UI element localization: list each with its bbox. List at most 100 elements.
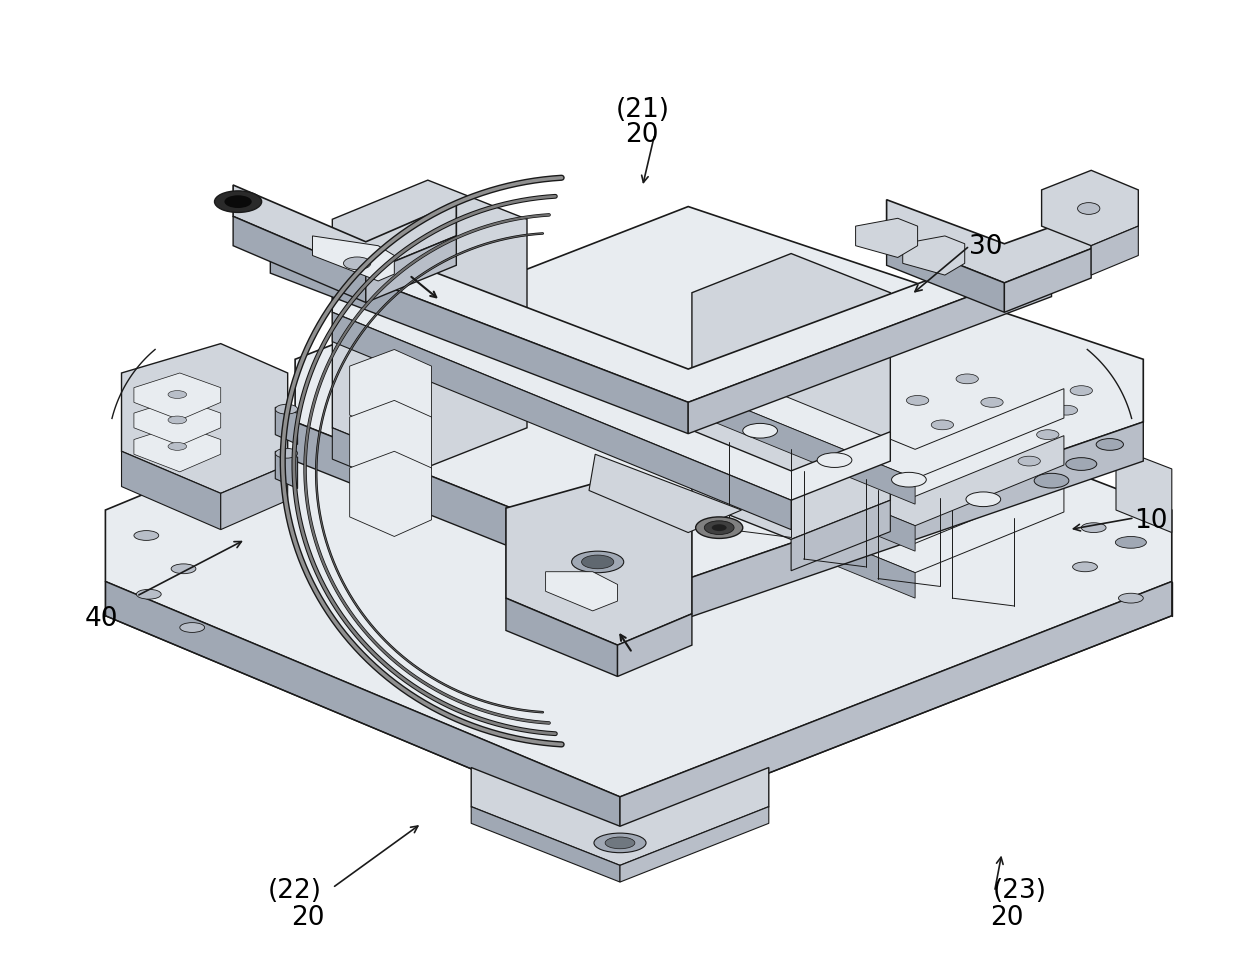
Polygon shape [506,599,618,677]
Ellipse shape [1078,203,1100,215]
Ellipse shape [605,837,635,849]
Ellipse shape [882,443,904,453]
Polygon shape [134,374,221,421]
Polygon shape [887,237,1004,313]
Polygon shape [692,254,890,540]
Ellipse shape [275,449,298,459]
Polygon shape [589,455,742,533]
Text: 20: 20 [625,122,660,148]
Polygon shape [275,452,298,489]
Polygon shape [620,582,1172,831]
Ellipse shape [1070,386,1092,396]
Polygon shape [471,768,769,866]
Ellipse shape [906,396,929,406]
Ellipse shape [171,564,196,574]
Polygon shape [688,266,1052,434]
Polygon shape [688,422,1143,618]
Ellipse shape [817,454,852,468]
Ellipse shape [832,465,854,474]
Text: (23): (23) [992,877,1047,903]
Ellipse shape [956,375,978,384]
Ellipse shape [704,521,734,535]
Polygon shape [506,477,692,645]
Polygon shape [350,401,432,486]
Polygon shape [366,237,456,303]
Polygon shape [221,466,288,530]
Ellipse shape [981,398,1003,408]
Polygon shape [704,411,1064,526]
Text: 30: 30 [968,234,1003,259]
Ellipse shape [134,531,159,541]
Polygon shape [105,582,620,831]
Polygon shape [295,207,1143,579]
Polygon shape [704,487,915,599]
Polygon shape [887,200,1091,284]
Polygon shape [295,422,688,618]
Polygon shape [1004,249,1091,313]
Ellipse shape [857,418,879,427]
Polygon shape [546,572,618,611]
Ellipse shape [1116,537,1147,549]
Ellipse shape [1018,457,1040,467]
Ellipse shape [594,833,646,853]
Ellipse shape [343,258,371,271]
Polygon shape [856,219,918,258]
Ellipse shape [1081,523,1106,533]
Ellipse shape [224,196,252,209]
Ellipse shape [275,405,298,415]
Ellipse shape [167,391,186,399]
Polygon shape [791,501,890,571]
Polygon shape [1042,171,1138,246]
Polygon shape [618,614,692,677]
Polygon shape [270,243,688,434]
Ellipse shape [931,421,954,430]
Polygon shape [332,313,791,530]
Ellipse shape [167,443,186,451]
Ellipse shape [743,424,777,438]
Polygon shape [704,458,1064,573]
Polygon shape [134,399,221,446]
Text: 20: 20 [290,905,325,930]
Polygon shape [122,452,221,530]
Ellipse shape [696,517,743,539]
Ellipse shape [155,480,211,502]
Polygon shape [350,452,432,537]
Polygon shape [350,350,432,435]
Ellipse shape [582,556,614,569]
Polygon shape [122,344,288,494]
Polygon shape [233,186,456,274]
Ellipse shape [165,484,202,499]
Ellipse shape [180,623,205,633]
Polygon shape [270,210,1052,403]
Text: 40: 40 [84,605,119,631]
Ellipse shape [1037,430,1059,440]
Text: (21): (21) [615,97,670,122]
Polygon shape [312,237,394,282]
Polygon shape [332,284,890,501]
Ellipse shape [782,486,805,496]
Polygon shape [704,393,915,505]
Ellipse shape [758,450,780,460]
Ellipse shape [136,590,161,600]
Ellipse shape [572,552,624,573]
Polygon shape [1091,227,1138,276]
Polygon shape [233,217,366,303]
Ellipse shape [1073,562,1097,572]
Ellipse shape [712,524,727,532]
Polygon shape [704,364,1064,479]
Ellipse shape [1096,439,1123,451]
Polygon shape [471,807,620,882]
Ellipse shape [892,473,926,488]
Polygon shape [704,440,915,552]
Polygon shape [1116,448,1172,533]
Ellipse shape [167,417,186,424]
Ellipse shape [807,440,830,450]
Text: 20: 20 [990,905,1024,930]
Text: (22): (22) [268,877,322,903]
Ellipse shape [966,493,1001,507]
Text: 10: 10 [1133,508,1168,533]
Ellipse shape [1034,474,1069,489]
Polygon shape [105,298,1172,797]
Polygon shape [903,237,965,276]
Polygon shape [332,428,428,499]
